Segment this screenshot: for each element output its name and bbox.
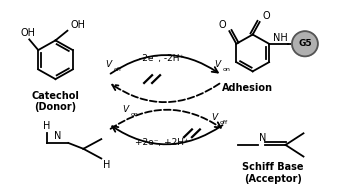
Text: OH: OH [21, 29, 36, 38]
Text: -2e⁻, -2H⁺: -2e⁻, -2H⁺ [140, 54, 185, 63]
Text: G5: G5 [298, 39, 312, 48]
Text: V: V [122, 105, 128, 114]
Text: H: H [43, 121, 50, 131]
Text: N: N [259, 133, 266, 143]
Text: O: O [219, 20, 226, 30]
Text: NH: NH [272, 33, 287, 43]
Text: on: on [130, 112, 138, 117]
Text: off: off [220, 120, 228, 125]
Text: V: V [212, 113, 218, 122]
Text: Catechol
(Donor): Catechol (Donor) [32, 91, 79, 112]
Text: Adhesion: Adhesion [222, 83, 273, 93]
Text: V: V [105, 60, 111, 69]
Text: N: N [54, 131, 61, 141]
Text: O: O [263, 11, 270, 21]
Text: V: V [215, 60, 221, 69]
Text: on: on [223, 67, 231, 72]
Text: +2e⁻, +2H⁺: +2e⁻, +2H⁺ [135, 138, 189, 147]
Text: off: off [113, 67, 121, 72]
Text: Schiff Base
(Acceptor): Schiff Base (Acceptor) [242, 162, 303, 184]
Text: OH: OH [70, 20, 85, 30]
Circle shape [292, 31, 318, 56]
Text: H: H [103, 160, 111, 170]
